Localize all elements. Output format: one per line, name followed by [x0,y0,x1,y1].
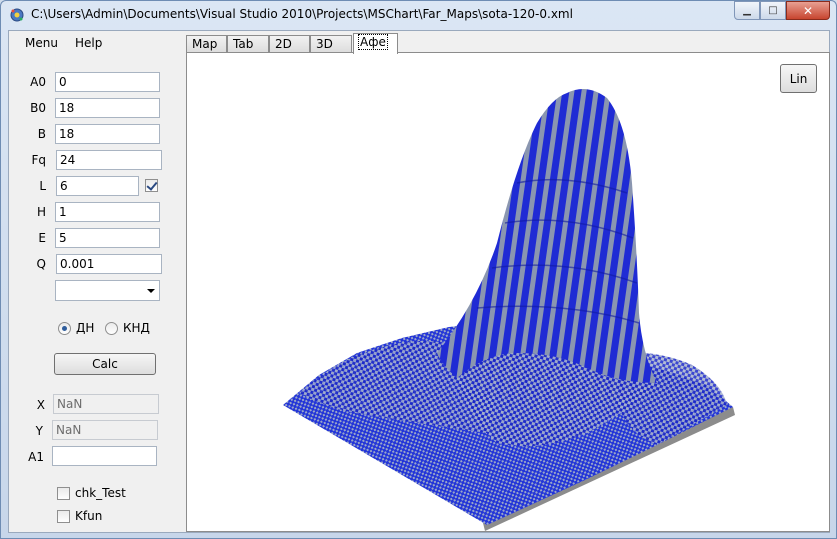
readout-x: NaN [53,394,159,414]
param-label-h: H [36,205,46,219]
tab-map[interactable]: Map [186,35,227,53]
readout-label-x: X [36,398,45,412]
param-input-fq[interactable]: 24 [56,150,162,170]
radio-label-dn[interactable]: ДН [76,321,95,335]
chevron-down-icon[interactable] [147,289,155,293]
readout-label-a1: A1 [28,450,44,464]
surface-base-edge [483,407,735,531]
app-icon [10,8,24,22]
l-checkbox[interactable] [145,179,158,192]
calc-button[interactable]: Calc [54,353,156,375]
surface-main-peak [437,89,657,410]
window-title: C:\Users\Admin\Documents\Visual Studio 2… [31,7,573,21]
tab-afe[interactable]: Афе [353,33,398,54]
readout-a1[interactable] [52,446,157,466]
tab-page-afe: Lin [186,52,830,532]
param-label-b0: B0 [30,101,46,115]
radio-dn[interactable] [58,322,71,335]
maximize-button[interactable]: □ [760,1,786,20]
close-button[interactable]: ✕ [786,1,830,20]
tab-3d[interactable]: 3D [310,35,352,53]
param-label-fq: Fq [31,153,46,167]
lin-button[interactable]: Lin [780,64,817,93]
param-input-e[interactable]: 5 [55,228,160,248]
param-input-b0[interactable]: 18 [55,98,160,118]
menu-bar: Menu Help [9,31,184,53]
param-input-h[interactable]: 1 [55,202,160,222]
kfun-checkbox[interactable] [57,510,70,523]
param-label-b: B [37,127,46,141]
menu-item-menu[interactable]: Menu [25,36,58,50]
radio-label-knd[interactable]: КНД [123,321,150,335]
param-input-b[interactable]: 18 [55,124,160,144]
surface-peak-front [457,353,657,447]
minimize-button[interactable]: ▁ [734,1,760,20]
menu-item-help[interactable]: Help [75,36,103,50]
param-input-q[interactable]: 0.001 [56,254,162,274]
surface-plot-3d[interactable] [187,53,829,531]
param-label-e: E [38,231,46,245]
surface-contour-lines [476,178,640,324]
kfun-label[interactable]: Kfun [75,509,103,523]
chk-test-label[interactable]: chk_Test [75,486,126,500]
radio-knd[interactable] [105,322,118,335]
param-input-a0[interactable]: 0 [55,72,160,92]
param-input-l[interactable]: 6 [56,176,139,196]
title-bar[interactable]: C:\Users\Admin\Documents\Visual Studio 2… [1,1,836,29]
param-label-q: Q [36,257,46,271]
param-label-a0: A0 [30,75,46,89]
tab-strip: Map Tab 2D 3D Афе [186,33,831,54]
param-label-l: L [39,179,46,193]
tab-2d[interactable]: 2D [269,35,310,53]
mode-combobox[interactable] [55,280,160,301]
readout-label-y: Y [35,424,43,438]
tab-tab[interactable]: Tab [227,35,269,53]
client-area: Menu Help A0 0 B0 18 B 18 Fq 24 L 6 H 1 … [8,30,830,533]
readout-y: NaN [52,420,158,440]
chk-test-checkbox[interactable] [57,487,70,500]
